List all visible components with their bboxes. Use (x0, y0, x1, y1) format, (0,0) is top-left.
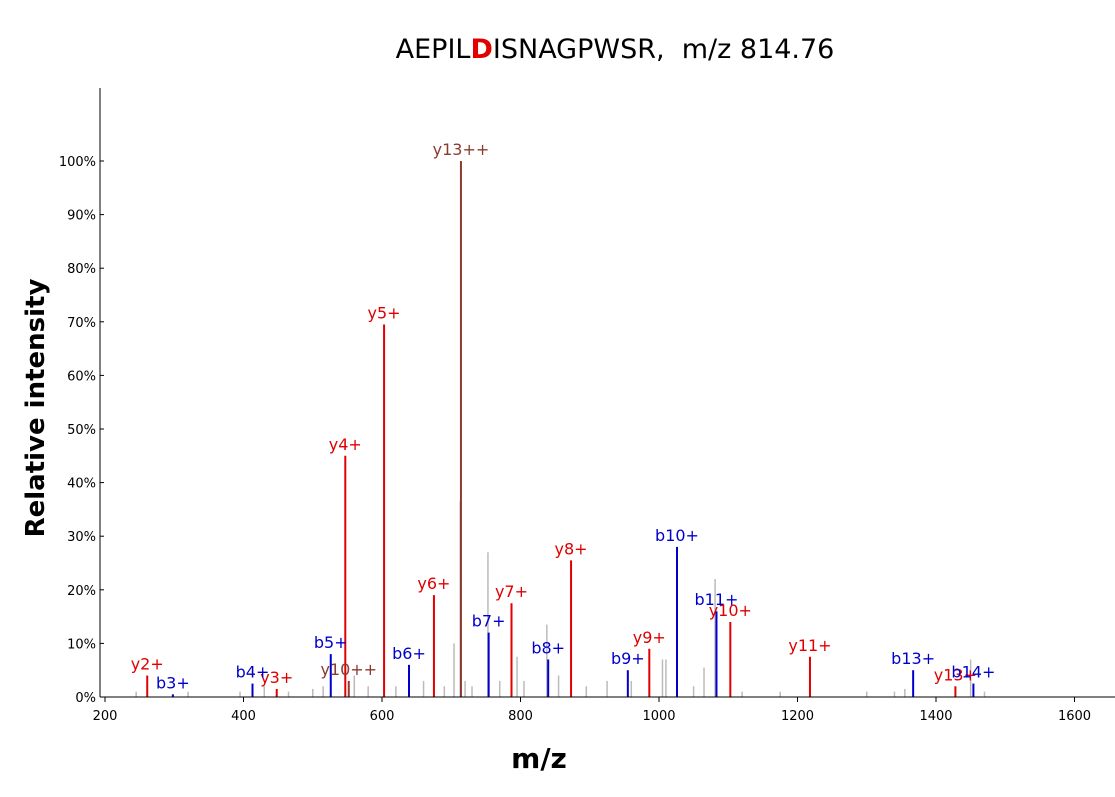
peak-label-b13+: b13+ (891, 649, 935, 668)
axes (99, 88, 1115, 698)
y-tick-label: 10% (67, 637, 96, 652)
y-tick-label: 70% (67, 316, 96, 331)
x-tick-label: 600 (370, 709, 395, 724)
peak-label-y10++: y10++ (320, 660, 377, 679)
y-tick-label: 60% (67, 369, 96, 384)
peak-label-y8+: y8+ (555, 539, 588, 558)
y-tick-label: 80% (67, 262, 96, 277)
y-tick-label: 50% (67, 423, 96, 438)
y-tick-label: 0% (75, 691, 96, 706)
x-tick-label: 1400 (919, 709, 952, 724)
x-tick-label: 400 (231, 709, 256, 724)
ion-labels: y2+ y3+ y4+ y5+ y6+ y7+ y8+ y9+ y10+ y11+ y13+ b3+ b… (131, 140, 996, 692)
peak-label-y13+: y13+ (934, 665, 977, 684)
peak-label-y4+: y4+ (329, 435, 362, 454)
peak-label-y7+: y7+ (495, 582, 528, 601)
y-tick-label: 40% (67, 477, 96, 492)
peak-label-y2+: y2+ (131, 655, 164, 674)
x-ticks: 200 400 600 800 1000 1200 1400 1600 (93, 697, 1091, 724)
peak-label-b14+: b14+ (951, 663, 995, 682)
x-axis-title: m/z (511, 742, 567, 775)
peak-label-b6+: b6+ (392, 644, 426, 663)
peak-label-y3+: y3+ (260, 668, 293, 687)
y-tick-label: 100% (59, 155, 96, 170)
chart-title-highlight: D (470, 34, 493, 65)
peak-label-b4+: b4+ (236, 663, 270, 682)
peak-label-b8+: b8+ (531, 638, 565, 657)
peak-label-b10+: b10+ (655, 526, 699, 545)
ion-peaks (146, 161, 975, 697)
y-tick-label: 90% (67, 209, 96, 224)
chart-title: AEPILDISNAGPWSR, m/z 814.76 (0, 34, 1115, 65)
y-tick-label: 20% (67, 584, 96, 599)
y-ticks: 0% 10% 20% 30% 40% 50% 60% 70% 80% 90% 100% (59, 155, 104, 706)
peak-label-b5+: b5+ (314, 633, 348, 652)
x-tick-label: 1200 (781, 709, 814, 724)
peak-label-y13++: y13++ (433, 140, 490, 159)
peak-label-b11+: b11+ (695, 590, 739, 609)
peak-label-y10+: y10+ (709, 601, 752, 620)
peak-label-y5+: y5+ (368, 303, 401, 322)
x-tick-label: 1600 (1058, 709, 1091, 724)
y-tick-label: 30% (67, 530, 96, 545)
x-tick-label: 200 (93, 709, 118, 724)
x-tick-label: 800 (508, 709, 533, 724)
peak-label-b7+: b7+ (472, 612, 506, 631)
chart-title-prefix: AEPIL (395, 34, 471, 65)
peak-label-y6+: y6+ (417, 574, 450, 593)
peak-label-b3+: b3+ (156, 673, 190, 692)
peak-label-y11+: y11+ (788, 636, 831, 655)
peak-label-b9+: b9+ (611, 649, 645, 668)
peak-label-y9+: y9+ (633, 628, 666, 647)
y-axis-title: Relative intensity (21, 279, 51, 538)
x-tick-label: 1000 (642, 709, 675, 724)
chart-title-suffix: ISNAGPWSR, m/z 814.76 (492, 34, 835, 65)
